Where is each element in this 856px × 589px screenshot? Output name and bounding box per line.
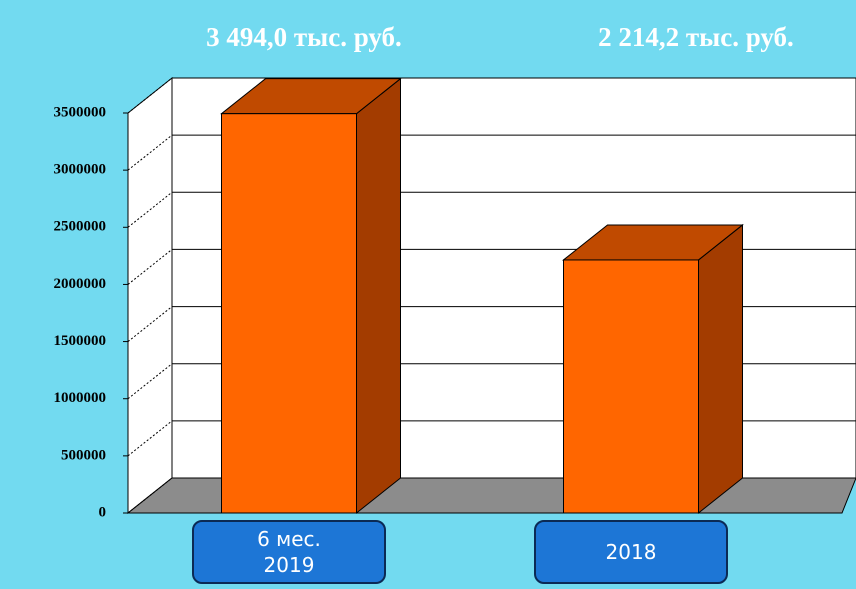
grid-line [127, 306, 173, 342]
y-tick-label: 3000000 [54, 162, 107, 178]
value-label: 3 494,0 тыс. руб. [206, 22, 402, 52]
bar [221, 113, 357, 514]
y-tick-label: 1000000 [54, 390, 107, 406]
y-tick-label: 2500000 [54, 219, 107, 235]
grid-line [127, 77, 173, 114]
y-tick-label: 500000 [61, 447, 106, 463]
grid-line [127, 363, 173, 400]
value-label: 2 214,2 тыс. руб. [598, 22, 794, 52]
grid-line [127, 477, 173, 514]
category-label: 6 мес. 2019 [192, 520, 386, 584]
grid-line [127, 191, 173, 228]
bar-side [356, 77, 401, 515]
bar [563, 259, 699, 514]
y-tick-label: 2000000 [54, 276, 107, 292]
grid-line [127, 134, 173, 171]
y-tick-label: 3500000 [54, 104, 107, 120]
y-tick-label: 1500000 [54, 333, 107, 349]
category-label: 2018 [534, 520, 728, 584]
bar-side [698, 223, 743, 515]
left-wall [127, 76, 173, 515]
y-tick-label: 0 [99, 504, 107, 520]
grid-line [127, 249, 173, 285]
grid-line [127, 420, 173, 457]
